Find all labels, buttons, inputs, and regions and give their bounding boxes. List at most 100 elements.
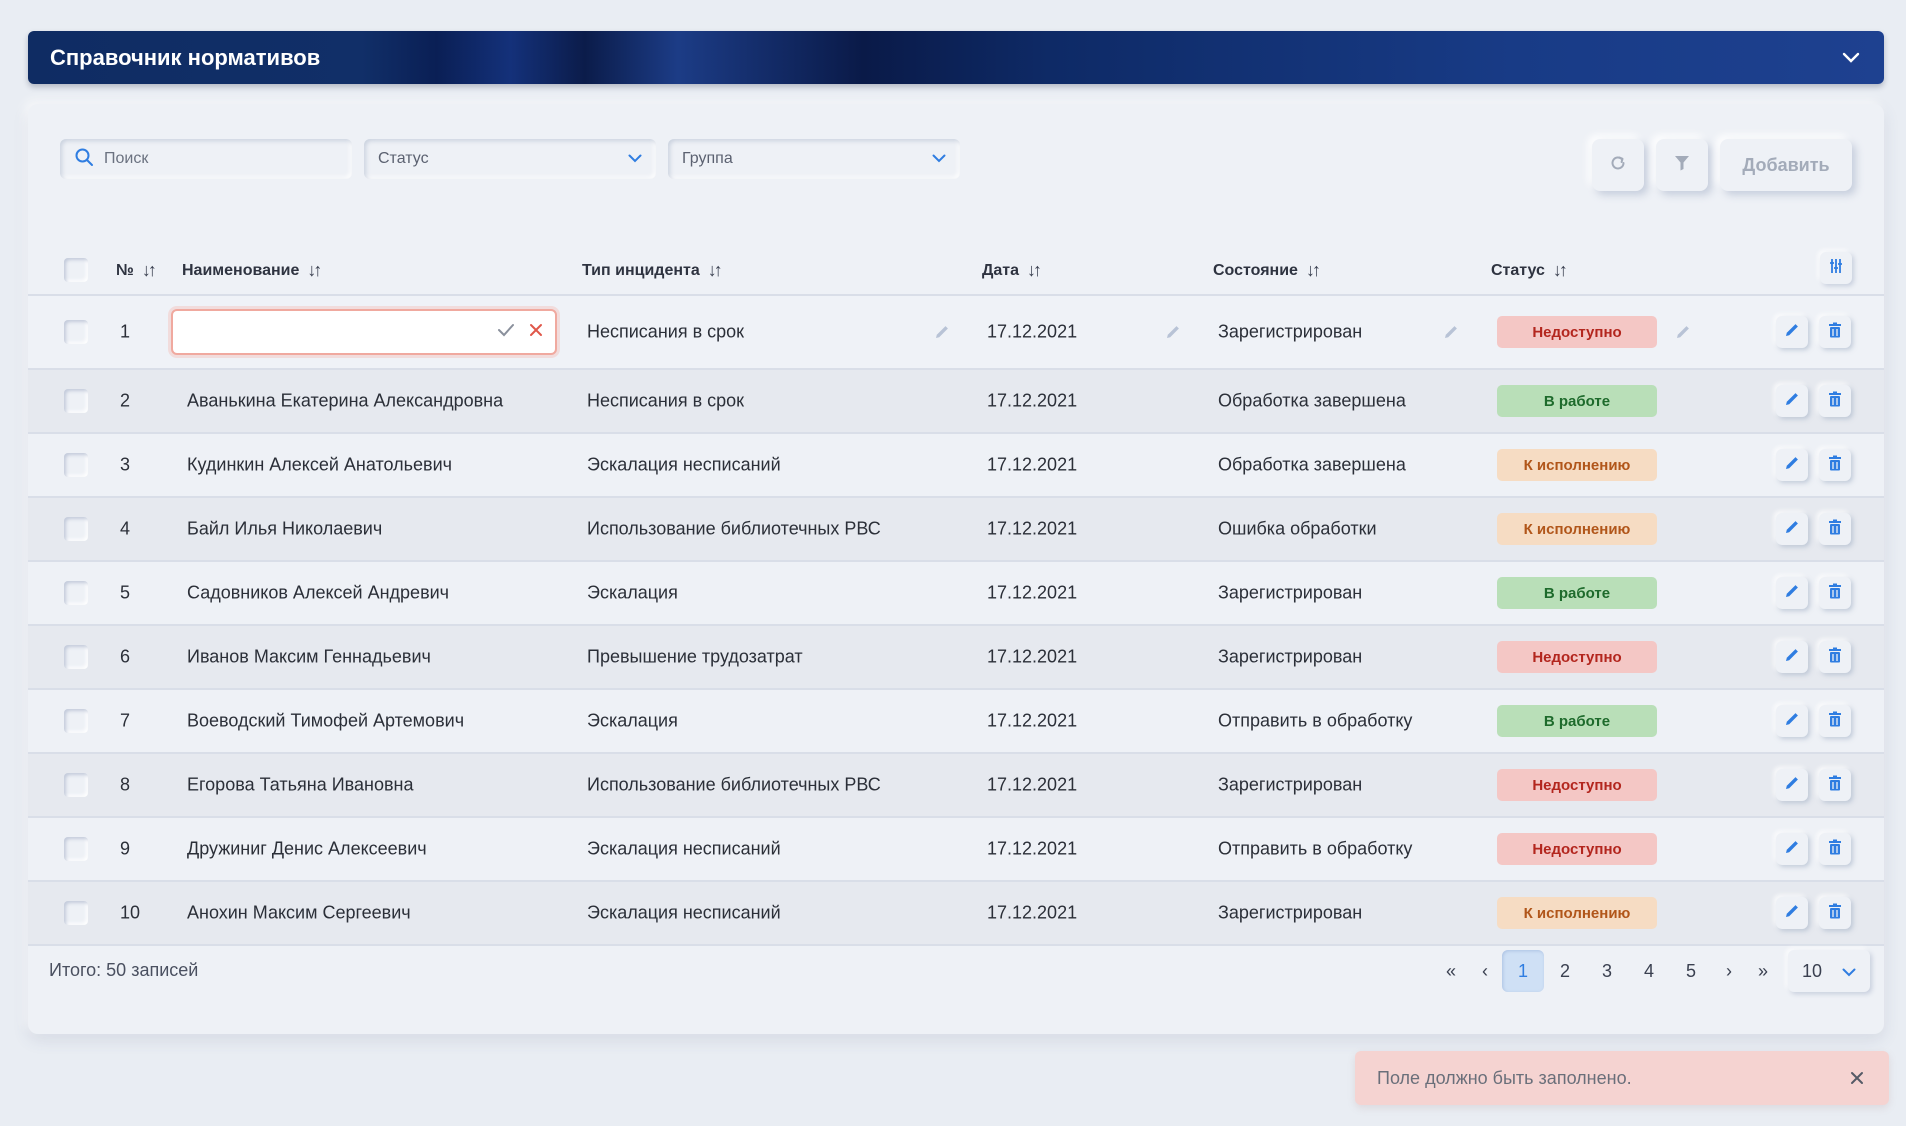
table-row: 7 Воеводский Тимофей Артемович Эскалация… [28, 690, 1884, 754]
row-checkbox[interactable] [64, 453, 88, 477]
column-label: № [116, 261, 134, 279]
edit-button[interactable] [1776, 513, 1808, 545]
name-input[interactable] [185, 319, 465, 345]
table-row: 8 Егорова Татьяна Ивановна Использование… [28, 754, 1884, 818]
toolbar: Статус Группа Добавить [28, 104, 1884, 204]
row-checkbox[interactable] [64, 837, 88, 861]
last-page-button[interactable]: » [1757, 960, 1768, 981]
search-box[interactable] [60, 139, 352, 179]
group-select-label: Группа [682, 150, 733, 167]
row-checkbox[interactable] [64, 901, 88, 925]
delete-button[interactable] [1819, 513, 1851, 545]
edit-button[interactable] [1776, 641, 1808, 673]
row-number: 1 [120, 321, 131, 342]
row-checkbox[interactable] [64, 645, 88, 669]
sort-icon: ↓↑ [141, 260, 157, 280]
name-edit-field[interactable] [171, 309, 557, 355]
column-header-date[interactable]: Дата ↓↑ [982, 260, 1042, 281]
state-cell: Зарегистрирован [1218, 902, 1363, 923]
pencil-icon[interactable] [933, 323, 951, 341]
edit-button[interactable] [1776, 316, 1808, 348]
trash-icon [1828, 903, 1842, 924]
name-cell: Кудинкин Алексей Анатольевич [187, 454, 453, 475]
edit-button[interactable] [1776, 577, 1808, 609]
delete-button[interactable] [1819, 769, 1851, 801]
pencil-icon [1783, 390, 1801, 413]
page-button-4[interactable]: 4 [1643, 960, 1654, 981]
page-button-5[interactable]: 5 [1685, 960, 1696, 981]
delete-button[interactable] [1819, 897, 1851, 929]
edit-button[interactable] [1776, 705, 1808, 737]
row-checkbox[interactable] [64, 773, 88, 797]
edit-button[interactable] [1776, 769, 1808, 801]
table-row: 4 Байл Илья Николаевич Использование биб… [28, 498, 1884, 562]
filter-button[interactable] [1656, 139, 1708, 191]
status-select[interactable]: Статус [364, 139, 656, 179]
row-checkbox[interactable] [64, 581, 88, 605]
date-cell: 17.12.2021 [987, 518, 1078, 539]
edit-button[interactable] [1776, 449, 1808, 481]
date-cell: 17.12.2021 [987, 838, 1078, 859]
delete-button[interactable] [1819, 577, 1851, 609]
delete-button[interactable] [1819, 833, 1851, 865]
delete-button[interactable] [1819, 385, 1851, 417]
add-button[interactable]: Добавить [1720, 139, 1852, 191]
chevron-down-icon [1842, 961, 1856, 982]
edit-button[interactable] [1776, 897, 1808, 929]
delete-button[interactable] [1819, 316, 1851, 348]
per-page-select[interactable]: 10 [1788, 950, 1870, 992]
row-checkbox[interactable] [64, 517, 88, 541]
status-badge: В работе [1497, 385, 1657, 417]
pencil-icon[interactable] [1442, 323, 1460, 341]
pencil-icon [1783, 774, 1801, 797]
prev-page-button[interactable]: ‹ [1482, 960, 1488, 981]
delete-button[interactable] [1819, 449, 1851, 481]
close-icon[interactable] [1847, 1068, 1867, 1088]
incident-type-cell: Использование библиотечных РВС [587, 518, 881, 539]
page-button-2[interactable]: 2 [1559, 960, 1570, 981]
group-select[interactable]: Группа [668, 139, 960, 179]
page-button-3[interactable]: 3 [1601, 960, 1612, 981]
refresh-button[interactable] [1592, 139, 1644, 191]
column-header-name[interactable]: Наименование ↓↑ [182, 260, 322, 281]
data-table: № ↓↑ Наименование ↓↑ Тип инцидента ↓↑ Да… [28, 244, 1884, 946]
edit-button[interactable] [1776, 385, 1808, 417]
sort-icon: ↓↑ [1027, 260, 1042, 280]
status-badge: В работе [1497, 705, 1657, 737]
column-settings-button[interactable] [1820, 252, 1852, 284]
select-all-checkbox[interactable] [64, 258, 88, 282]
state-cell: Отправить в обработку [1218, 838, 1413, 859]
state-cell: Зарегистрирован [1218, 321, 1363, 342]
delete-button[interactable] [1819, 705, 1851, 737]
column-header-incident-type[interactable]: Тип инцидента ↓↑ [582, 260, 723, 281]
page-button-1[interactable]: 1 [1502, 950, 1544, 992]
pencil-icon [1783, 646, 1801, 669]
row-checkbox[interactable] [64, 389, 88, 413]
status-badge: К исполнению [1497, 897, 1657, 929]
next-page-button[interactable]: › [1726, 960, 1732, 981]
column-header-state[interactable]: Состояние ↓↑ [1213, 260, 1321, 281]
edit-button[interactable] [1776, 833, 1808, 865]
check-icon[interactable] [497, 323, 515, 342]
row-checkbox[interactable] [64, 320, 88, 344]
name-cell: Садовников Алексей Андревич [187, 582, 450, 603]
row-checkbox[interactable] [64, 709, 88, 733]
column-header-num[interactable]: № ↓↑ [116, 260, 157, 281]
pencil-icon[interactable] [1674, 323, 1692, 341]
search-input[interactable] [104, 150, 324, 168]
delete-button[interactable] [1819, 641, 1851, 673]
column-header-status[interactable]: Статус ↓↑ [1491, 260, 1568, 281]
table-header: № ↓↑ Наименование ↓↑ Тип инцидента ↓↑ Да… [28, 244, 1884, 296]
name-cell: Аванькина Екатерина Александровна [187, 390, 504, 411]
pencil-icon[interactable] [1164, 323, 1182, 341]
close-icon[interactable] [529, 323, 543, 342]
date-cell: 17.12.2021 [987, 774, 1078, 795]
table-row: 2 Аванькина Екатерина Александровна Неcп… [28, 370, 1884, 434]
state-cell: Отправить в обработку [1218, 710, 1413, 731]
chevron-down-icon[interactable] [1840, 47, 1862, 69]
first-page-button[interactable]: « [1445, 960, 1456, 981]
chevron-down-icon [628, 150, 642, 168]
trash-icon [1828, 583, 1842, 604]
trash-icon [1828, 391, 1842, 412]
state-cell: Обработка завершена [1218, 390, 1406, 411]
